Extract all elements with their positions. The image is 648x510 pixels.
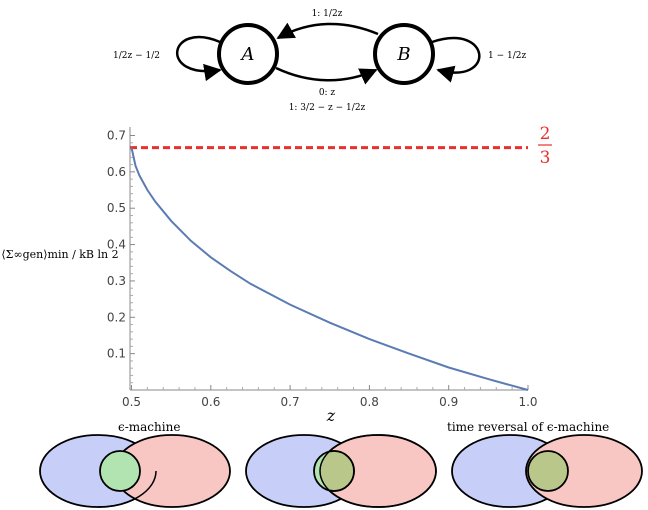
edge-b-to-a-label: 1: 1/2z: [312, 9, 343, 19]
state-b-node: [373, 23, 435, 85]
venn-diagrams: ϵ-machine time reversal of ϵ-machine: [39, 420, 643, 508]
x-axis-label: z: [326, 406, 336, 425]
edge-b-to-a: [276, 22, 379, 40]
x-tick-label: 0.9: [439, 395, 458, 409]
plot-area: 0.5 0.6 0.7 0.8 0.9 1.0 0.1 0.2 0.3 0.4 0.5 0.6 0.7: [107, 127, 538, 409]
reference-label-den: 3: [540, 148, 551, 168]
y-tick-label: 0.4: [107, 238, 126, 252]
venn-right-label: time reversal of ϵ-machine: [447, 420, 609, 434]
state-b-label: B: [396, 44, 410, 65]
edge-b-self: [431, 36, 481, 83]
x-tick-label: 0.8: [360, 395, 379, 409]
edge-a-to-b: [275, 66, 378, 85]
state-a-label: A: [240, 44, 255, 65]
state-diagram: A B 1/2z − 1/2 1: 1/2z 1 − 1/2z 0: z 1: …: [113, 9, 526, 113]
y-axis-label-text: ⟨Σ∞gen⟩min / kB ln 2: [1, 248, 118, 261]
edge-a-self-label: 1/2z − 1/2: [113, 51, 160, 61]
y-tick-label: 0.1: [107, 347, 126, 361]
x-tick-label: 0.5: [122, 395, 141, 409]
y-tick-label: 0.5: [107, 201, 126, 215]
venn-right-green: [527, 450, 569, 492]
y-axis-label: ⟨Σ∞gen⟩min / kB ln 2: [1, 248, 118, 261]
y-tick-label: 0.7: [107, 129, 126, 143]
venn-left-label: ϵ-machine: [118, 420, 180, 434]
state-a-node: [217, 23, 279, 85]
y-tick-label: 0.2: [107, 310, 126, 324]
y-tick-label: 0.3: [107, 274, 126, 288]
chart: 0.5 0.6 0.7 0.8 0.9 1.00.10.20.30.40.50.60.7 …: [1, 124, 552, 425]
reference-label-num: 2: [540, 124, 551, 144]
reference-label: 2 3: [538, 124, 552, 168]
x-tick-label: 1.0: [518, 395, 537, 409]
venn-middle-red-outline: [319, 434, 437, 508]
edge-a-self: [176, 35, 222, 82]
edge-a-to-b-label-0: 0: z: [319, 88, 336, 98]
edge-b-self-label: 1 − 1/2z: [488, 51, 526, 61]
venn-middle: [245, 434, 437, 508]
venn-left-green: [99, 450, 141, 492]
venn-left: [39, 434, 231, 508]
venn-left-blue-outline: [97, 470, 157, 508]
x-tick-label: 0.7: [281, 395, 300, 409]
x-tick-label: 0.6: [201, 395, 220, 409]
y-tick-label: 0.6: [107, 165, 126, 179]
edge-a-to-b-label-1: 1: 3/2 − z − 1/2z: [289, 103, 366, 113]
venn-right: [451, 434, 643, 508]
series-line: [130, 147, 529, 391]
venn-middle-overlap: [320, 450, 355, 492]
